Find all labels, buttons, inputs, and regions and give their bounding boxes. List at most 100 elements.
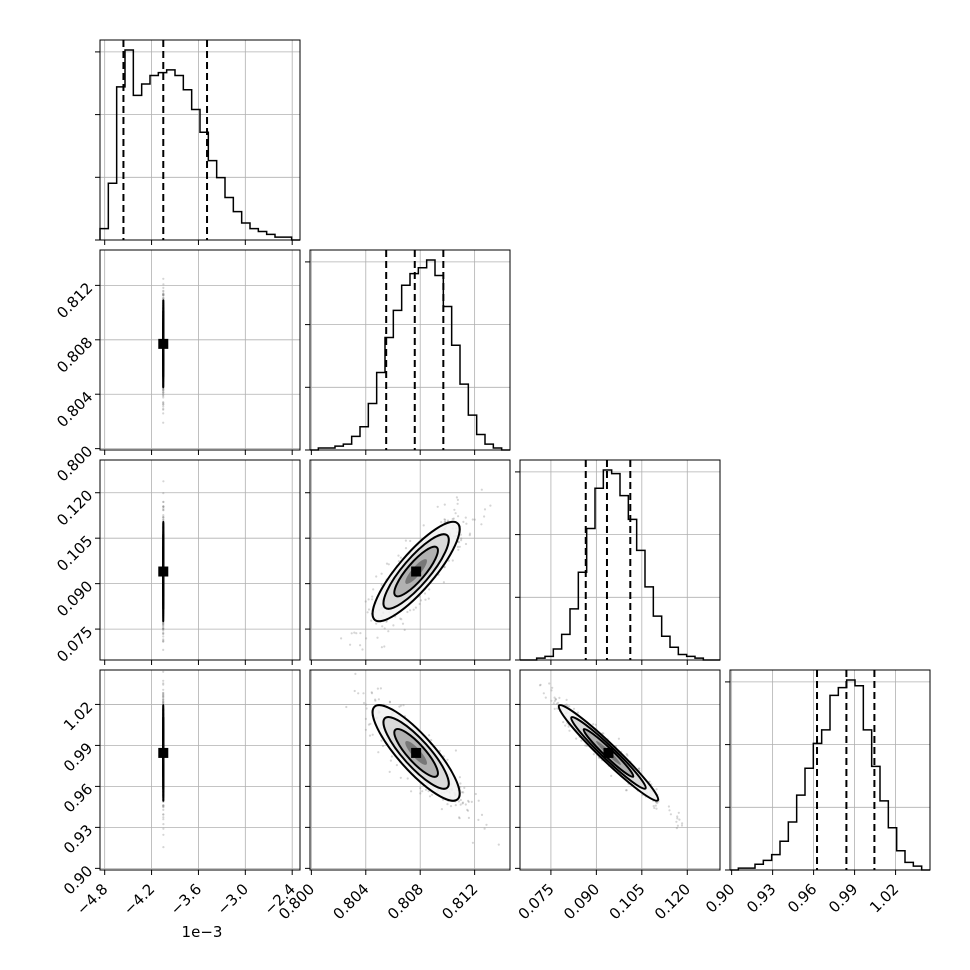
- scatter-point: [667, 805, 671, 808]
- scatter-point: [637, 767, 640, 770]
- scatter-point: [162, 518, 165, 522]
- scatter-point: [409, 539, 412, 543]
- scatter-point: [443, 520, 446, 524]
- scatter-point: [440, 808, 443, 811]
- scatter-point: [162, 827, 165, 830]
- scatter-point: [162, 693, 165, 696]
- scatter-point: [162, 626, 165, 629]
- scatter-point: [454, 512, 457, 515]
- y-tick-label: 0.96: [60, 780, 96, 816]
- scatter-point: [162, 387, 165, 390]
- scatter-point: [430, 793, 434, 796]
- scatter-point: [480, 523, 483, 526]
- scatter-point: [406, 777, 409, 780]
- scatter-point: [483, 508, 487, 511]
- scatter-point: [162, 407, 165, 410]
- scatter-point: [162, 500, 165, 503]
- scatter-point: [447, 559, 450, 562]
- scatter-point: [162, 625, 165, 628]
- scatter-point: [460, 539, 463, 542]
- scatter-point: [625, 789, 628, 792]
- scatter-point: [460, 537, 463, 540]
- scatter-point: [562, 721, 565, 724]
- y-tick-label: 0.120: [53, 486, 96, 529]
- scatter-point: [162, 294, 165, 297]
- scatter-point: [638, 767, 641, 770]
- panel-frame: [309, 249, 511, 451]
- scatter-point: [162, 804, 165, 807]
- scatter-point: [399, 556, 402, 559]
- x-tick-label: 0.99: [825, 880, 861, 916]
- scatter-point: [424, 598, 427, 601]
- scatter-point: [162, 627, 165, 630]
- scatter-point: [592, 723, 595, 726]
- y-tick-label: 0.105: [53, 532, 96, 575]
- histogram-step-line: [99, 49, 300, 241]
- scatter-point: [162, 408, 165, 411]
- density-peak: [158, 566, 169, 577]
- scatter-point: [364, 728, 367, 731]
- scatter-point: [162, 297, 165, 300]
- scatter-point: [458, 817, 461, 820]
- scatter-point: [162, 401, 165, 404]
- scatter-point: [453, 508, 456, 511]
- scatter-point: [454, 749, 457, 752]
- scatter-point: [412, 608, 415, 611]
- y-tick-label: 0.93: [60, 821, 96, 857]
- scatter-point: [359, 644, 362, 647]
- scatter-point: [436, 505, 439, 508]
- scatter-point: [162, 289, 165, 292]
- panel-frame: [99, 249, 301, 451]
- scatter-point: [419, 792, 422, 795]
- scatter-point: [162, 691, 165, 694]
- density-peak: [411, 566, 422, 577]
- scatter-point: [463, 786, 466, 790]
- scatter-point: [162, 492, 165, 495]
- scatter-point: [404, 547, 408, 550]
- scatter-point: [367, 723, 371, 726]
- scatter-point: [550, 699, 553, 702]
- scatter-point: [349, 643, 352, 646]
- scatter-point: [162, 508, 165, 512]
- scatter-point: [584, 744, 587, 747]
- scatter-point: [162, 696, 165, 699]
- scatter-point: [162, 818, 165, 821]
- scatter-point: [418, 602, 421, 606]
- scatter-point: [377, 698, 380, 701]
- scatter-point: [162, 292, 165, 295]
- scatter-point: [473, 518, 476, 521]
- scatter-point: [162, 800, 165, 804]
- scatter-point: [350, 632, 353, 635]
- scatter-point: [461, 801, 465, 804]
- scatter-point: [422, 524, 425, 527]
- scatter-point: [438, 749, 441, 753]
- scatter-point: [162, 293, 165, 296]
- scatter-point: [385, 562, 389, 565]
- panel-frame: [519, 669, 721, 871]
- y-tick-label: 1.02: [60, 698, 96, 734]
- panel-frame: [99, 39, 301, 241]
- scatter-point: [162, 695, 165, 698]
- scatter-point: [444, 518, 447, 521]
- scatter-point: [456, 545, 459, 549]
- scatter-point: [558, 696, 561, 700]
- scatter-point: [162, 702, 165, 705]
- scatter-point: [553, 696, 556, 699]
- scatter-point: [669, 813, 673, 816]
- scatter-point: [368, 734, 372, 737]
- y-tick-label: 0.800: [53, 442, 96, 485]
- scatter-point: [387, 630, 390, 633]
- scatter-point: [397, 554, 400, 557]
- scatter-point: [446, 803, 449, 806]
- scatter-point: [366, 611, 369, 614]
- scatter-point: [398, 705, 401, 708]
- x-offset-label: 1e−3: [182, 923, 223, 941]
- density-peak: [158, 747, 169, 758]
- scatter-point: [556, 707, 559, 710]
- scatter-point: [461, 802, 464, 805]
- scatter-point: [459, 782, 462, 785]
- x-tick-label: 0.812: [438, 880, 481, 923]
- scatter-point: [568, 729, 571, 732]
- scatter-point: [380, 572, 383, 575]
- scatter-point: [483, 515, 486, 518]
